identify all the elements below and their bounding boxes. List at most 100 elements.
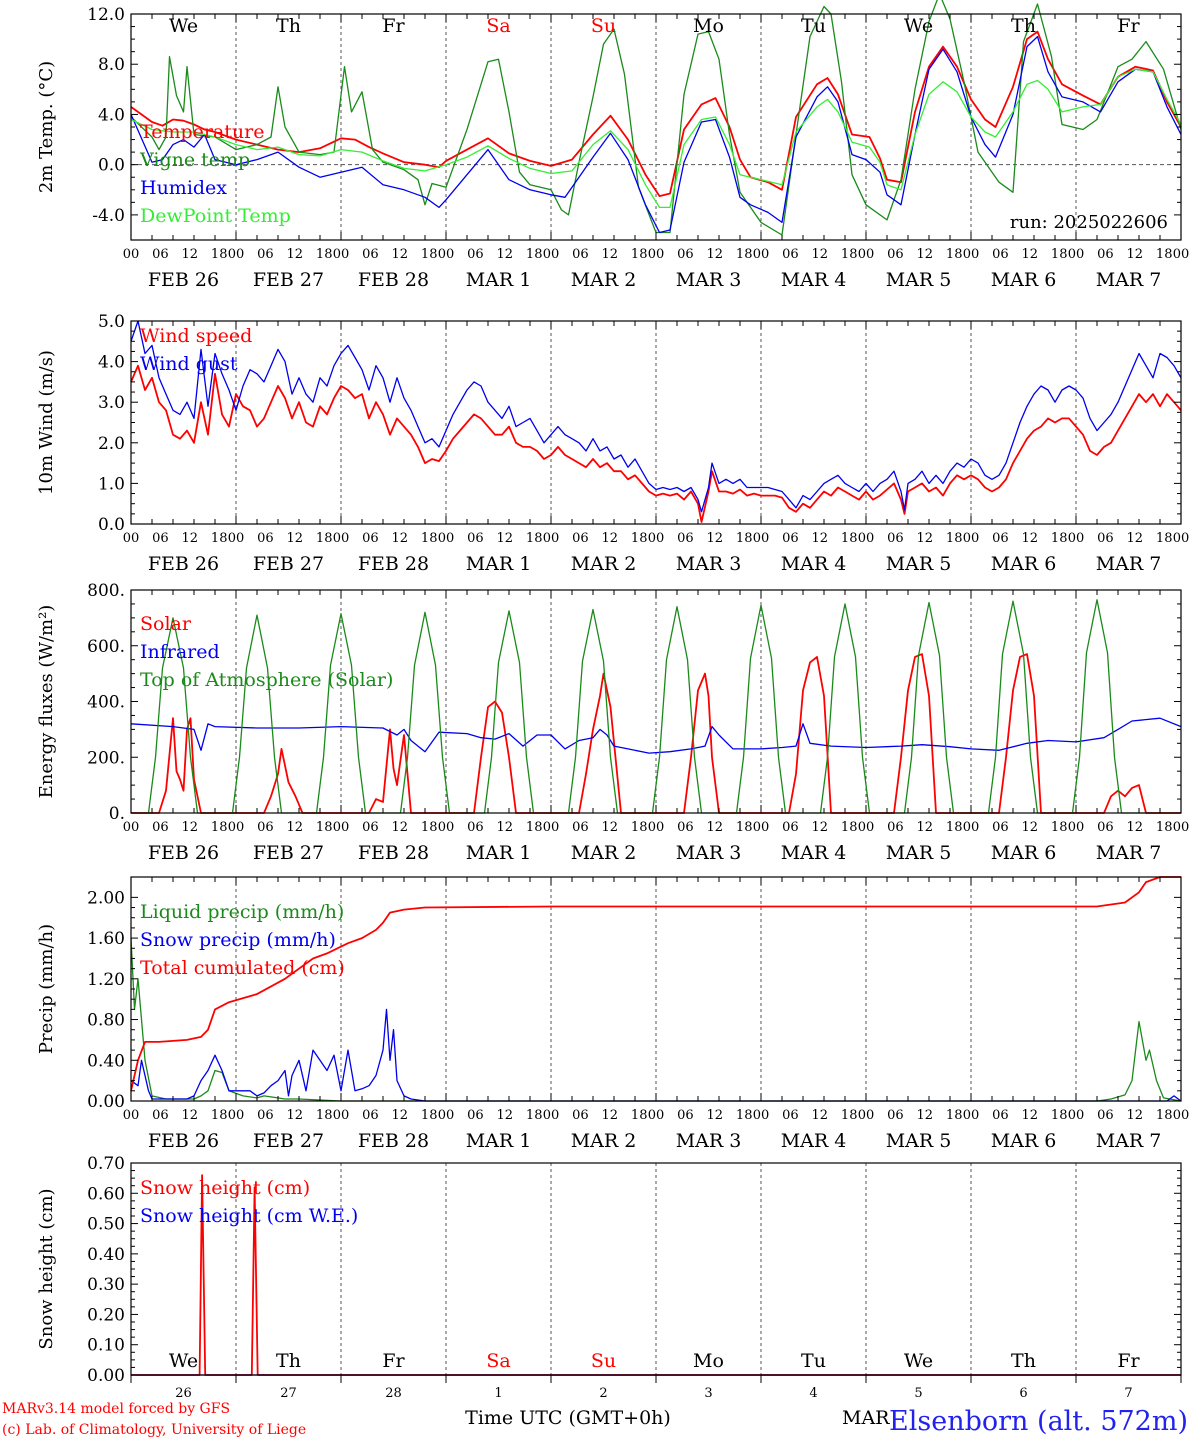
y-tick-label: 0.30 [87,1275,125,1295]
hour-label: 18 [316,247,333,262]
weekday-label: We [169,1350,198,1372]
hour-label: 18 [526,1108,543,1123]
hour-label: 06 [467,531,484,546]
weekday-label: Th [276,1350,301,1372]
hour-label: 18 [946,247,963,262]
hour-label: 18 [841,531,858,546]
date-label: MAR 6 [991,1130,1057,1152]
hour-label: 18 [1051,820,1068,835]
weekday-label: Sa [486,1350,510,1372]
hour-label: 06 [572,820,589,835]
date-label: MAR 1 [466,553,532,575]
date-label: FEB 28 [358,269,429,291]
hour-label: 12 [287,247,304,262]
legend-entry: Liquid precip (mm/h) [140,901,344,923]
hour-label: 18 [211,247,228,262]
hour-label: 06 [677,1108,694,1123]
hour-label: 00 [228,1108,245,1123]
hour-label: 18 [841,247,858,262]
weekday-label: Su [591,1350,616,1372]
hour-label: 00 [543,1108,560,1123]
panel-2: 0.0 1.0 2.0 3.0 4.0 5.0 10m Wind (m/s) Wind spe… [36,312,1189,575]
hour-label: 06 [887,247,904,262]
hour-label: 12 [917,247,934,262]
hour-label: 06 [152,247,169,262]
y-axis-label: Precip (mm/h) [36,924,57,1054]
series-line-total-cumulated-cm [130,876,1181,1092]
hour-label: 18 [316,820,333,835]
hour-label: 18 [526,247,543,262]
y-tick-label: 1.20 [87,970,125,990]
hour-label: 00 [753,531,770,546]
hour-label: 12 [287,820,304,835]
hour-label: 06 [362,820,379,835]
date-label: MAR 5 [886,842,952,864]
y-tick-label: 0.50 [87,1215,125,1235]
hour-label: 06 [782,247,799,262]
date-label: FEB 27 [253,269,324,291]
date-label: FEB 28 [358,1130,429,1152]
date-label: MAR 3 [676,553,742,575]
y-tick-label: 4.0 [98,105,125,125]
hour-label: 00 [1068,1108,1085,1123]
hour-label: 12 [392,247,409,262]
hour-label: 06 [257,820,274,835]
weekday-label: We [169,15,198,37]
panel-1: -4.0 0.0 4.0 8.0 12.0 2m Temp. (°C) Temperatur… [36,0,1189,291]
y-tick-label: 200. [87,748,125,768]
hour-label: 18 [211,531,228,546]
day-number: 3 [704,1386,712,1401]
weekday-label: Th [276,15,301,37]
hour-label: 18 [631,247,648,262]
legend-entry: Snow height (cm) [140,1177,310,1199]
hour-label: 12 [497,1108,514,1123]
y-tick-label: 1.0 [98,474,125,494]
run-annotation: run: 2025022606 [1010,212,1168,233]
hour-label: 00 [1068,247,1085,262]
date-label: FEB 26 [148,553,219,575]
date-label: FEB 26 [148,269,219,291]
date-label: FEB 27 [253,553,324,575]
date-label: MAR 1 [466,269,532,291]
panel-5: 0.00 0.10 0.20 0.30 0.40 0.50 0.60 0.70 Snow hei… [36,1154,1182,1401]
hour-label: 00 [123,531,140,546]
date-label: FEB 27 [253,842,324,864]
weekday-label: Tu [801,15,826,37]
hour-label: 12 [602,531,619,546]
hour-label: 18 [421,820,438,835]
weekday-label: Th [1011,15,1036,37]
hour-label: 18 [736,531,753,546]
y-tick-label: 4.0 [98,353,125,373]
hour-label: 06 [1097,1108,1114,1123]
hour-label: 12 [497,820,514,835]
hour-label: 12 [602,247,619,262]
hour-label: 00 [543,531,560,546]
hour-label: 06 [677,820,694,835]
legend-entry: Snow precip (mm/h) [140,929,336,951]
hour-label: 12 [917,531,934,546]
hour-label: 00 [543,820,560,835]
y-tick-label: 8.0 [98,55,125,75]
hour-label: 12 [707,820,724,835]
date-label: MAR 6 [991,269,1057,291]
hour-label: 00 [963,531,980,546]
hour-label: 06 [467,820,484,835]
y-tick-label: 0.60 [87,1184,125,1204]
hour-label: 06 [887,531,904,546]
legend-entry: Vigne temp [139,149,250,171]
date-label: FEB 28 [358,842,429,864]
hour-label: 12 [182,247,199,262]
hour-label: 18 [1051,1108,1068,1123]
hour-label: 00 [228,247,245,262]
hour-label: 00 [438,820,455,835]
hour-label: 00 [648,1108,665,1123]
hour-label: 12 [287,1108,304,1123]
hour-label: 00 [123,247,140,262]
date-label: MAR 4 [781,842,847,864]
hour-label: 12 [182,531,199,546]
hour-label: 12 [602,1108,619,1123]
series-line-snow-precip-mm-h [130,1008,1182,1102]
date-label: MAR 3 [676,1130,742,1152]
panel-4: 0.00 0.40 0.80 1.20 1.60 2.00 Precip (mm/h) Liq… [36,876,1189,1152]
day-number: 28 [385,1386,402,1401]
